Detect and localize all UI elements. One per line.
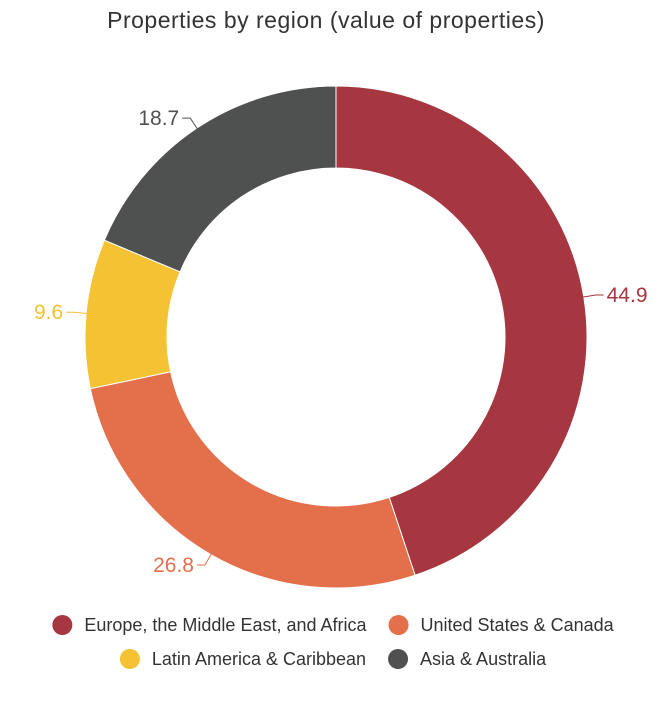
legend-swatch	[119, 649, 140, 669]
legend-item-asia-and-australia: Asia & Australia	[388, 649, 547, 669]
slices	[84, 85, 588, 589]
legend-item-united-states-and-canada: United States & Canada	[388, 615, 615, 635]
legend-item-latin-america-and-caribbean: Latin America & Caribbean	[119, 649, 366, 669]
label-line-latin-america-and-caribbean	[66, 311, 88, 314]
label-line-asia-and-australia	[182, 117, 198, 130]
data-labels: 44.9 26.8 9.6 18.7	[34, 107, 648, 577]
data-label-united-states-and-canada: 26.8	[153, 554, 194, 577]
legend-item-europe-the-middle-east-and-africa: Europe, the Middle East, and Africa	[52, 615, 368, 635]
data-label-latin-america-and-caribbean: 9.6	[34, 301, 63, 324]
slice-asia-and-australia	[103, 85, 337, 273]
legend-label: Asia & Australia	[420, 649, 547, 669]
legend-swatch	[52, 615, 73, 635]
label-line-united-states-and-canada	[196, 553, 212, 566]
data-label-asia-and-australia: 18.7	[138, 107, 179, 130]
legend-swatch	[388, 615, 409, 635]
label-lines	[66, 117, 604, 566]
chart-title: Properties by region (value of propertie…	[107, 7, 545, 33]
legend-swatch	[388, 649, 409, 669]
legend-label: Europe, the Middle East, and Africa	[84, 615, 367, 635]
slice-europe-the-middle-east-and-africa	[335, 85, 588, 576]
legend: Europe, the Middle East, and Africa Unite…	[52, 615, 615, 669]
slice-united-states-and-canada	[89, 371, 416, 589]
data-label-europe-the-middle-east-and-africa: 44.9	[607, 284, 648, 307]
legend-label: Latin America & Caribbean	[152, 649, 366, 669]
legend-label: United States & Canada	[421, 615, 615, 635]
label-line-europe-the-middle-east-and-africa	[582, 294, 604, 298]
